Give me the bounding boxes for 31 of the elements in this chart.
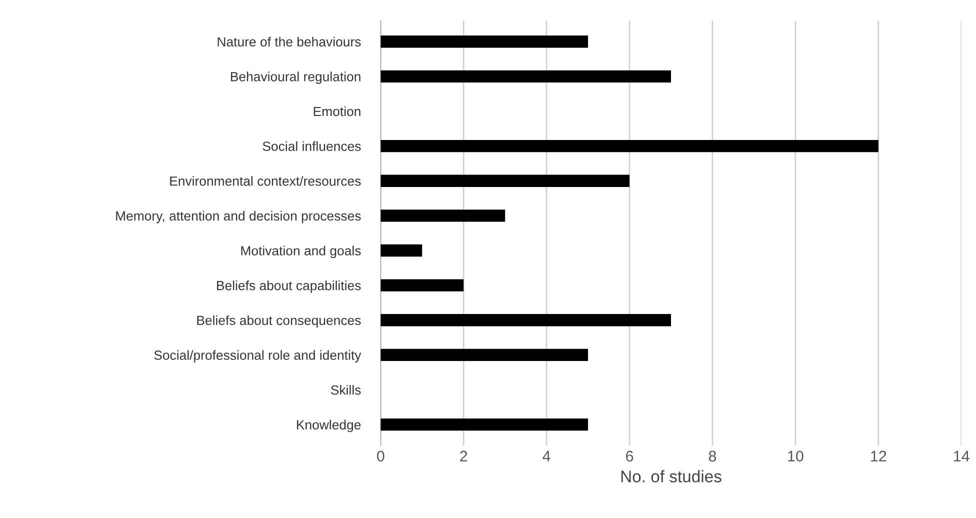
bar	[380, 36, 588, 48]
x-tick-label: 8	[708, 450, 716, 462]
x-tick-label: 14	[954, 450, 970, 462]
bar	[380, 210, 506, 222]
bar	[380, 314, 671, 326]
y-tick-label: Nature of the behaviours	[218, 36, 361, 47]
x-tick-label: 2	[460, 450, 468, 462]
y-tick-label: Social influences	[262, 141, 361, 151]
y-tick-label: Beliefs about capabilities	[217, 280, 361, 293]
y-tick-label: Beliefs about consequences	[197, 315, 361, 328]
y-tick-label: Emotion	[314, 106, 360, 116]
y-tick-label: Memory, attention and decision processes	[116, 210, 361, 224]
bar	[380, 140, 878, 152]
y-tick-label: Motivation and goals	[241, 246, 361, 258]
bar	[380, 279, 464, 292]
x-tick-label: 0	[376, 450, 384, 462]
bar	[380, 244, 422, 257]
y-tick-label: Behavioural regulation	[230, 72, 360, 84]
y-tick-label: Environmental context/resources	[170, 176, 361, 186]
bar	[380, 348, 588, 362]
x-tick-label: 10	[788, 450, 804, 462]
x-tick-label: 12	[871, 450, 886, 462]
y-tick-label: Skills	[331, 384, 361, 395]
x-axis-title: No. of studies	[621, 470, 722, 482]
y-tick-label: Social/professional role and identity	[154, 350, 362, 362]
bar	[380, 174, 630, 187]
y-tick-label: Knowledge	[296, 420, 361, 432]
bar	[380, 418, 588, 431]
x-tick-label: 6	[626, 450, 634, 462]
bar	[380, 70, 671, 83]
x-tick-label: 4	[542, 450, 550, 462]
